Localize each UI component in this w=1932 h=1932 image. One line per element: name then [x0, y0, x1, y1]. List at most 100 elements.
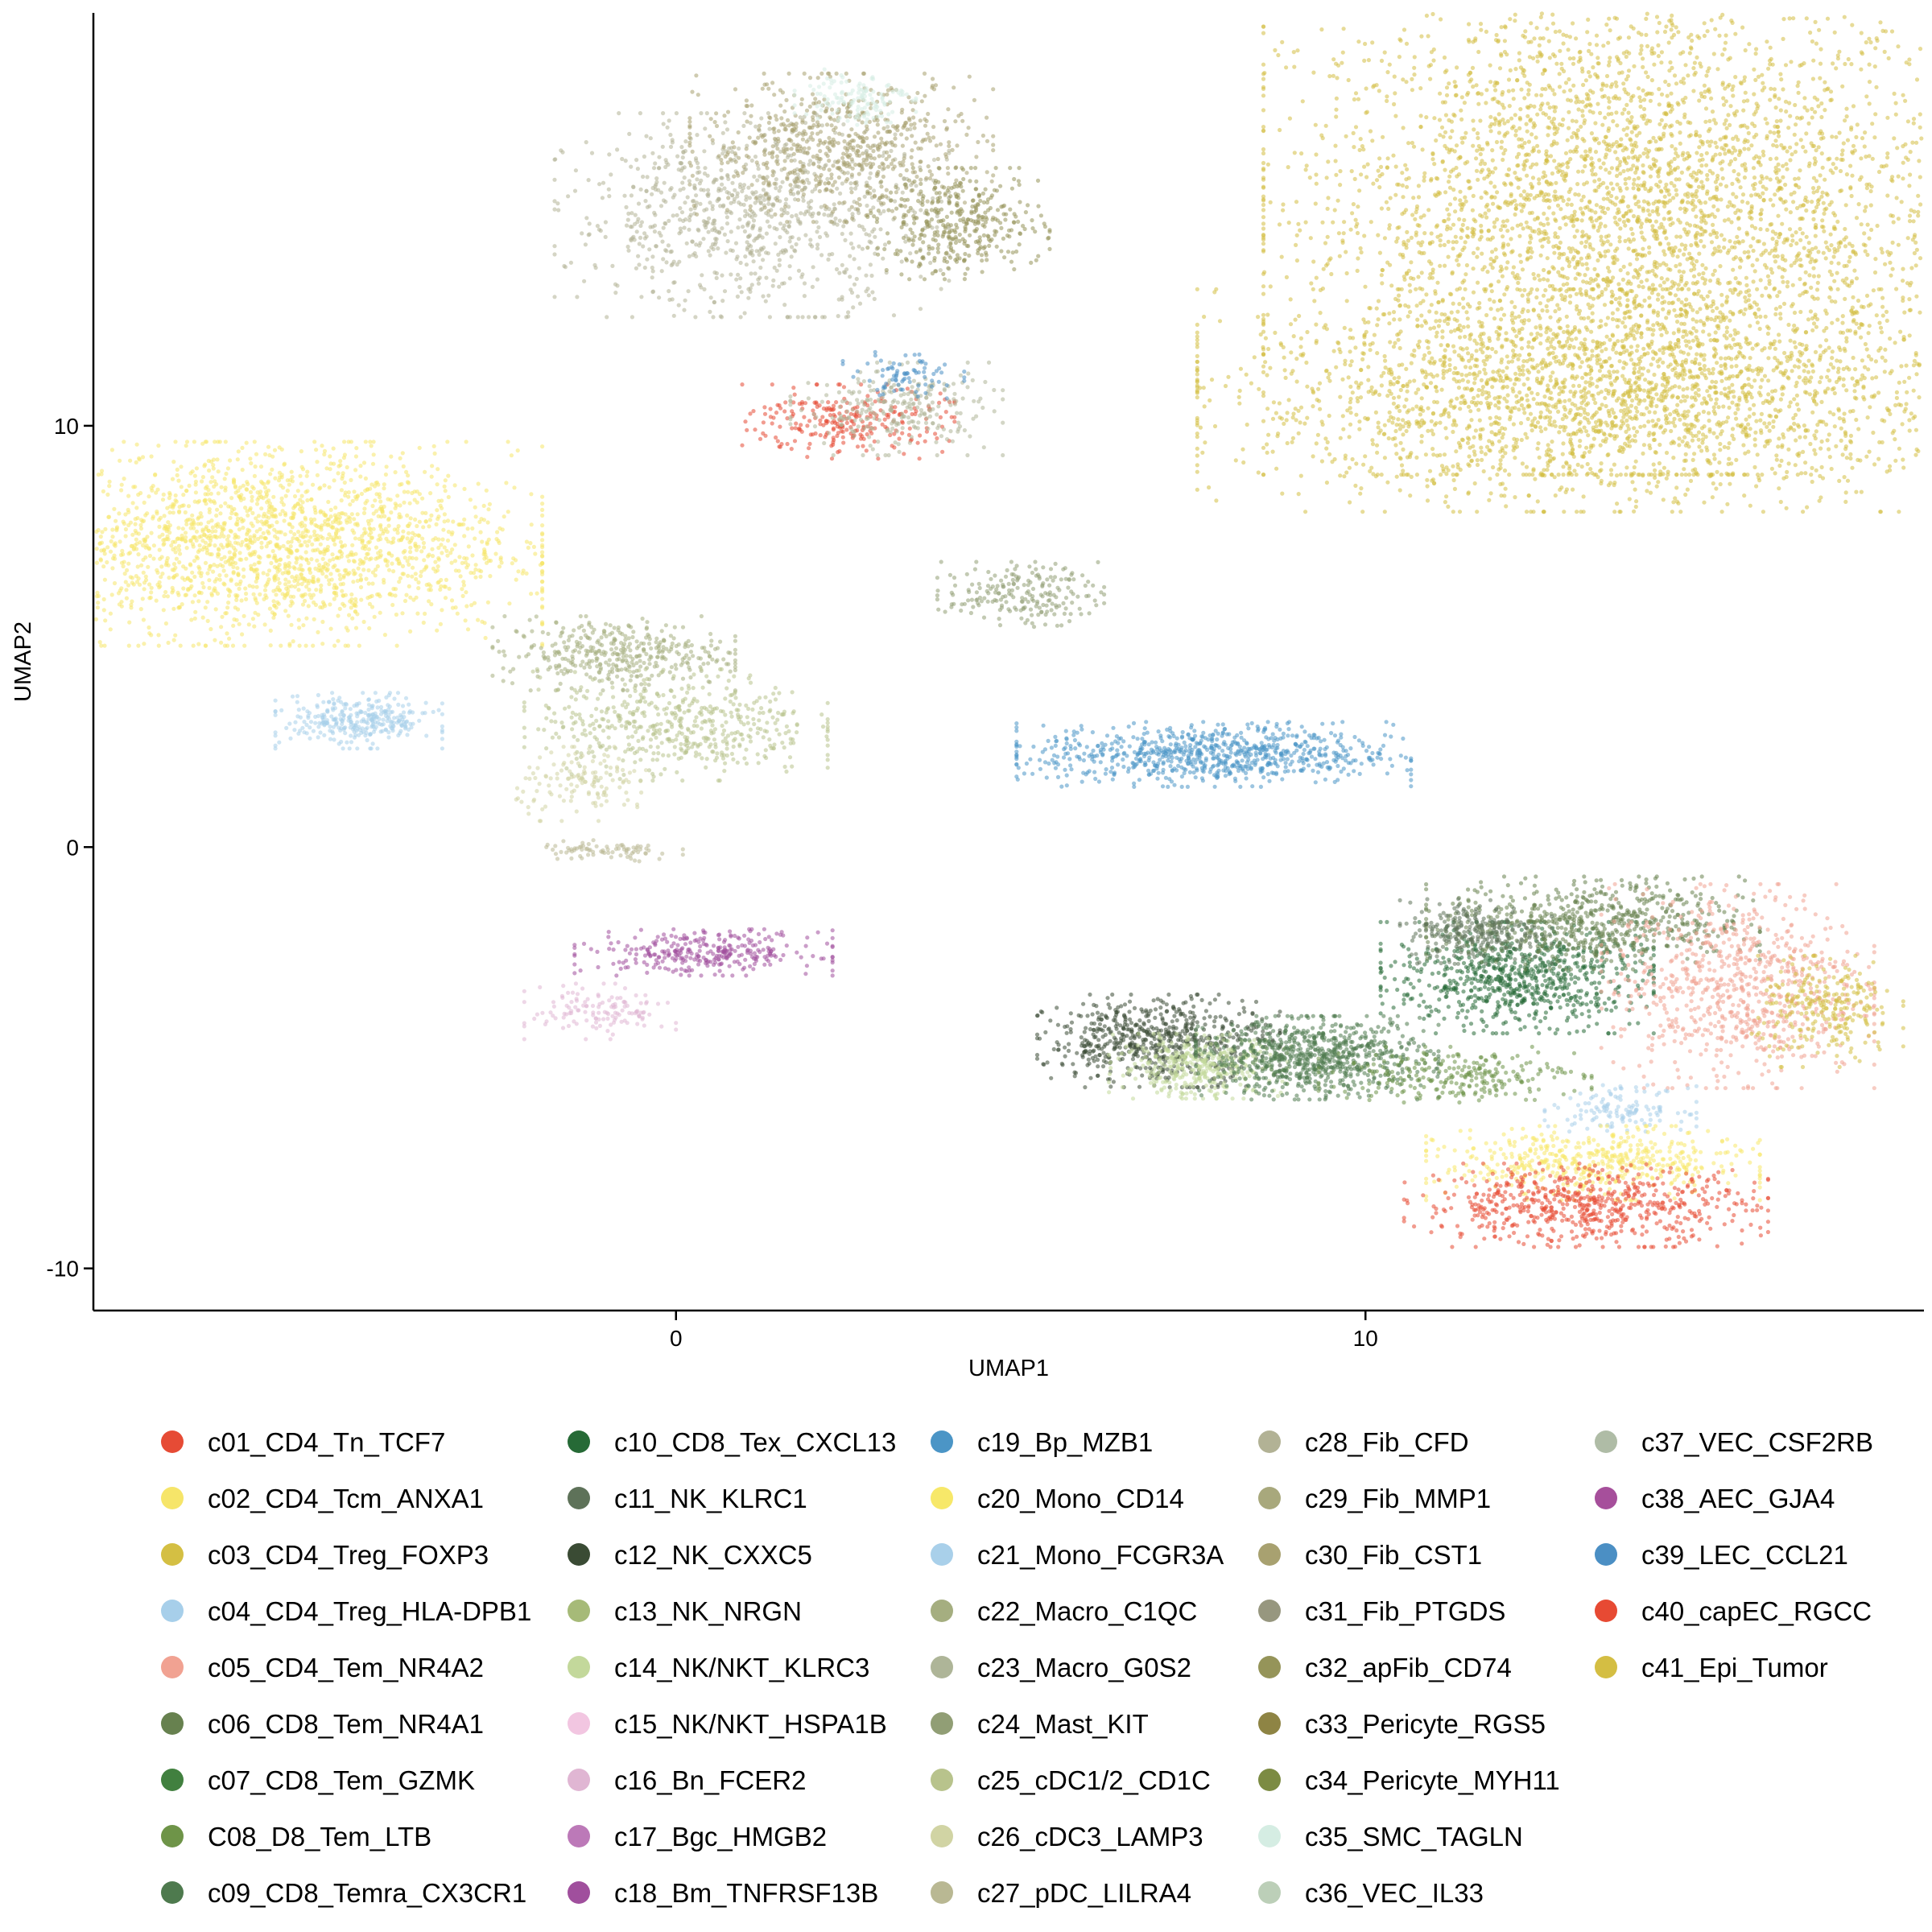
data-point — [1642, 180, 1647, 185]
data-point — [1587, 242, 1592, 247]
data-point — [1889, 213, 1893, 218]
data-point — [1358, 246, 1363, 251]
data-point — [1802, 369, 1806, 374]
data-point — [1852, 383, 1857, 388]
data-point — [1625, 126, 1630, 130]
data-point — [1314, 172, 1319, 177]
data-point — [1558, 48, 1563, 53]
data-point — [1912, 209, 1917, 214]
data-point — [1195, 359, 1199, 364]
data-point — [1501, 312, 1507, 317]
data-point — [1910, 237, 1915, 242]
data-point — [1502, 468, 1508, 473]
data-point — [1752, 269, 1757, 274]
data-point — [1393, 443, 1398, 448]
data-point — [1685, 257, 1690, 262]
data-point — [1822, 229, 1827, 233]
data-point — [1733, 31, 1738, 36]
data-point — [1689, 268, 1694, 273]
data-point — [1717, 33, 1722, 38]
data-point — [1732, 169, 1736, 174]
data-point — [1722, 147, 1727, 152]
data-point — [1584, 180, 1589, 185]
data-point — [1633, 170, 1638, 175]
data-point — [1396, 337, 1401, 342]
data-point — [1429, 303, 1434, 308]
data-point — [1538, 278, 1542, 283]
data-point — [1561, 216, 1566, 221]
data-point — [1688, 172, 1693, 177]
data-point — [1591, 110, 1596, 115]
data-point — [1261, 24, 1266, 29]
data-point — [1794, 393, 1799, 398]
data-point — [1752, 411, 1757, 416]
data-point — [1444, 93, 1450, 97]
data-point — [1545, 407, 1550, 412]
data-point — [1668, 164, 1673, 169]
data-point — [1806, 241, 1811, 246]
data-point — [1708, 232, 1713, 237]
data-point — [1859, 31, 1864, 35]
data-point — [1350, 211, 1355, 216]
data-point — [1426, 208, 1431, 213]
data-point — [1748, 209, 1753, 214]
data-point — [1590, 311, 1595, 316]
data-point — [1723, 86, 1728, 91]
data-point — [1854, 216, 1860, 221]
data-point — [1282, 421, 1286, 427]
data-point — [1836, 261, 1841, 266]
data-point — [1813, 19, 1818, 24]
data-point — [1513, 371, 1518, 376]
data-point — [1356, 399, 1360, 404]
data-point — [1727, 441, 1732, 446]
data-point — [1325, 440, 1330, 445]
data-point — [1896, 242, 1901, 247]
data-point — [1584, 473, 1589, 477]
data-point — [1546, 270, 1551, 275]
data-point — [1859, 156, 1864, 161]
data-point — [1614, 350, 1619, 355]
data-point — [1914, 77, 1920, 82]
data-point — [1195, 395, 1199, 400]
data-point — [1400, 183, 1405, 188]
data-point — [1736, 423, 1740, 427]
data-point — [1644, 92, 1649, 97]
data-point — [1320, 136, 1325, 141]
data-point — [1742, 147, 1747, 151]
data-point — [1576, 169, 1581, 174]
data-point — [1540, 308, 1545, 313]
data-point — [1261, 147, 1266, 152]
data-point — [1629, 138, 1633, 142]
data-point — [1444, 436, 1449, 440]
data-point — [1593, 121, 1598, 126]
data-point — [1811, 274, 1816, 279]
data-point — [1372, 332, 1377, 337]
data-point — [1458, 202, 1463, 207]
data-point — [1773, 138, 1778, 143]
data-point — [1818, 375, 1823, 380]
data-point — [1641, 285, 1645, 290]
data-point — [1299, 151, 1304, 156]
data-point — [1653, 139, 1658, 144]
data-point — [1564, 461, 1569, 466]
data-point — [1326, 196, 1331, 200]
data-point — [1671, 500, 1676, 505]
data-point — [1699, 238, 1703, 244]
data-point — [1775, 365, 1780, 369]
data-point — [1422, 231, 1427, 236]
data-point — [1294, 233, 1299, 237]
data-point — [1412, 378, 1417, 383]
data-point — [1653, 475, 1657, 481]
data-point — [1863, 208, 1868, 213]
data-point — [1475, 458, 1480, 463]
data-point — [1876, 456, 1881, 461]
data-point — [1705, 69, 1710, 74]
data-point — [1667, 68, 1672, 73]
data-point — [1428, 381, 1434, 386]
data-point — [1261, 369, 1266, 374]
data-point — [1678, 141, 1682, 146]
data-point — [1391, 310, 1397, 315]
data-point — [1314, 441, 1319, 446]
data-point — [1758, 418, 1763, 423]
data-point — [1889, 250, 1893, 255]
